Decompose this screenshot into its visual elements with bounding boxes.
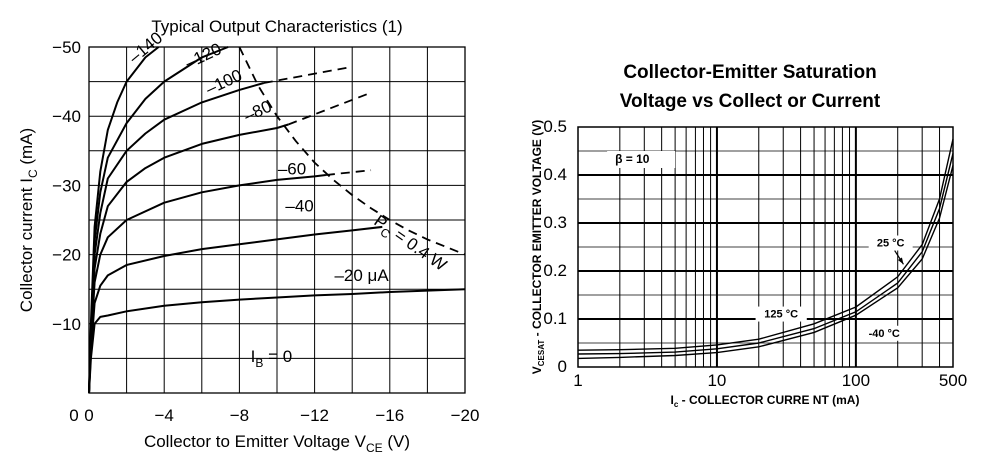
- y-tick-label: −30: [52, 176, 81, 195]
- y-tick-label: 0.3: [543, 213, 567, 232]
- y-axis-label-main: Collector current I: [17, 178, 36, 312]
- y-tick-label: −50: [52, 38, 81, 57]
- chart-title: Typical Output Characteristics (1): [151, 17, 402, 36]
- x-axis-label-unit: (V): [383, 432, 410, 451]
- plot-frame: [577, 126, 954, 368]
- origin-tick-label: 0: [69, 406, 78, 425]
- x-tick-label: −12: [300, 406, 329, 425]
- curve-20-a: [88, 288, 466, 394]
- x-tick-label: −4: [155, 406, 174, 425]
- y-axis-label-main: V: [530, 366, 544, 374]
- y-axis-label-unit: (mA): [17, 128, 36, 170]
- x-axis-label-main: Collector to Emitter Voltage V: [144, 432, 367, 451]
- series-label-20-a: –20 μA: [334, 266, 389, 285]
- curve-extension-100: [263, 66, 347, 84]
- y-tick-label: 0.2: [543, 261, 567, 280]
- y-tick-label: −10: [52, 315, 81, 334]
- y-axis-label: Collector current IC (mA): [17, 128, 40, 312]
- curve-80: [88, 123, 289, 394]
- x-tick-label: −20: [451, 406, 480, 425]
- x-axis-label-main: I: [671, 393, 674, 407]
- curve-100: [88, 82, 265, 394]
- series-label-125-c: 125 °C: [764, 309, 798, 321]
- y-tick-label: 0.5: [543, 117, 567, 136]
- ib-annotation-rest: = 0: [263, 347, 292, 366]
- x-axis-label-sub: c: [674, 400, 679, 409]
- series-label-40-c: -40 °C: [869, 328, 900, 340]
- y-tick-label: 0.1: [543, 309, 567, 328]
- series-label-bg-125-c: [755, 306, 807, 322]
- vcesat-chart: Collector-Emitter Saturation Voltage vs …: [530, 62, 967, 409]
- series-label-100: –100: [203, 66, 245, 99]
- series-label-80: –80: [241, 97, 275, 126]
- beta-label: β = 10: [615, 152, 650, 166]
- series-dashed-extensions: [263, 66, 372, 176]
- curve-25-c: [577, 153, 954, 355]
- series-curves: [577, 138, 954, 360]
- y-tick-label: 0: [558, 357, 567, 376]
- x-axis-label: Collector to Emitter Voltage VCE (V): [144, 432, 410, 455]
- x-tick-labels: 1 10 100 500: [573, 371, 967, 390]
- power-limit-curve: [238, 46, 466, 256]
- series-curves: [88, 46, 466, 394]
- x-axis-label: Ic - COLLECTOR CURRE NT (mA): [671, 393, 860, 409]
- x-tick-labels: 0 −4 −8 −12 −16 −20 0: [69, 406, 479, 425]
- chart-title-line-2: Voltage vs Collect or Current: [620, 91, 881, 112]
- plot-frame: [88, 46, 466, 394]
- y-tick-label: 0.4: [543, 165, 567, 184]
- curve-140: [88, 46, 160, 394]
- beta-label-background: [607, 151, 676, 168]
- y-tick-labels: 0 0.1 0.2 0.3 0.4 0.5: [543, 117, 567, 376]
- curve-extension-60: [325, 169, 372, 176]
- x-tick-label: 10: [707, 371, 726, 390]
- x-axis-label-rest: - COLLECTOR CURRE NT (mA): [678, 393, 859, 407]
- series-label-40: –40: [285, 197, 313, 216]
- ib-annotation-sub: B: [255, 356, 263, 370]
- y-tick-label: −40: [52, 107, 81, 126]
- curve-40-c: [577, 138, 954, 351]
- y-axis-label: VCESAT - COLLECTOR EMITTER VOLTAGE (V): [530, 120, 546, 375]
- x-tick-label: −8: [230, 406, 249, 425]
- chart-title-line-1: Collector-Emitter Saturation: [623, 62, 876, 83]
- power-label-rest: = 0.4 W: [387, 223, 450, 275]
- curve-40: [88, 225, 383, 394]
- arrowhead: [897, 257, 904, 265]
- y-tick-labels: −10 −20 −30 −40 −50: [52, 38, 81, 334]
- x-tick-label: 100: [842, 371, 870, 390]
- x-tick-label: 1: [573, 371, 582, 390]
- x-tick-label: −16: [375, 406, 404, 425]
- y-axis-label-rest: - COLLECTOR EMITTER VOLTAGE (V): [530, 120, 544, 340]
- series-label-120: –120: [182, 39, 224, 72]
- x-tick-label: 500: [939, 371, 967, 390]
- series-labels: 25 °C 125 °C -40 °C: [755, 235, 913, 341]
- ib-annotation-main: I: [251, 347, 256, 366]
- curve-extension-80: [287, 93, 368, 126]
- y-tick-label: −20: [52, 246, 81, 265]
- output-characteristics-chart: Typical Output Characteristics (1) 0 −4 −8…: [17, 17, 479, 455]
- x-tick-label: 0: [84, 406, 93, 425]
- y-axis-label-sub: CESAT: [537, 340, 546, 367]
- ib-annotation: IB = 0: [251, 347, 293, 370]
- x-axis-label-sub: CE: [366, 441, 383, 455]
- y-axis-label-sub: C: [26, 169, 40, 178]
- series-label-60: –60: [278, 159, 306, 178]
- curve-125-c: [577, 165, 954, 360]
- series-label-bg-40-c: [858, 325, 910, 341]
- series-label-bg-25-c: [868, 235, 913, 251]
- series-label-25-c: 25 °C: [877, 238, 905, 250]
